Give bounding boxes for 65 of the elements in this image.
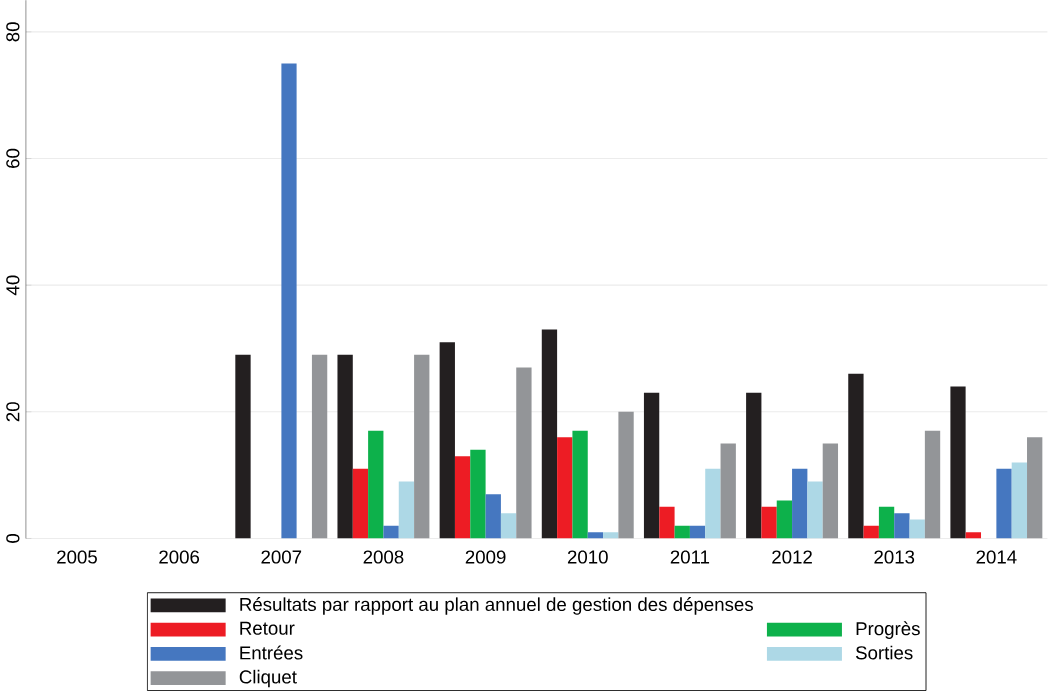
bar: [996, 468, 1012, 539]
bar: [414, 354, 430, 539]
bar: [311, 354, 328, 539]
y-tick-label: 0: [6, 533, 20, 543]
x-tick-label: 2009: [465, 550, 506, 564]
bar: [572, 430, 588, 539]
bar: [776, 500, 793, 539]
bar: [878, 506, 895, 539]
legend-label: Entrées: [240, 645, 303, 660]
bar: [822, 443, 839, 539]
bar: [398, 481, 415, 539]
bar: [470, 449, 486, 539]
bar: [659, 506, 675, 539]
bar: [516, 367, 532, 539]
bar: [705, 468, 721, 539]
legend-label: Retour: [240, 621, 295, 635]
x-tick-label: 2012: [772, 550, 812, 564]
bar: [761, 506, 777, 539]
bar: [281, 63, 297, 539]
x-tick-label: 2008: [363, 550, 404, 564]
bar: [807, 481, 823, 539]
x-tick-label: 2005: [57, 550, 97, 564]
bar: [618, 411, 634, 539]
bar: [1027, 437, 1043, 539]
bar: [541, 329, 558, 539]
bar: [924, 430, 941, 539]
bar: [746, 392, 762, 539]
x-tick-label: 2014: [976, 550, 1017, 564]
x-tick-label: 2007: [261, 550, 302, 564]
legend-label: Progrès: [856, 621, 920, 639]
bar: [909, 519, 925, 539]
bar: [485, 494, 501, 539]
bar: [720, 443, 736, 539]
bar: [603, 532, 619, 539]
legend-label: Sorties: [855, 645, 913, 660]
bar: [965, 532, 982, 539]
y-tick-label: 80: [6, 22, 20, 42]
bar: [863, 525, 879, 539]
legend-label: Résultats par rapport au plan annuel de gestion des dépenses: [240, 597, 753, 615]
y-tick-label: 20: [6, 402, 20, 422]
y-tick-label: 60: [6, 148, 20, 168]
y-tick-label: 40: [6, 275, 20, 296]
legend-label: Cliquet: [239, 669, 297, 688]
x-tick-label: 2013: [874, 550, 915, 564]
bar: [674, 525, 690, 539]
bar: [848, 373, 864, 539]
bar: [439, 342, 455, 539]
x-tick-label: 2010: [567, 550, 608, 564]
bar: [383, 525, 399, 539]
x-tick-label: 2011: [670, 550, 710, 564]
bar: [500, 513, 517, 539]
bar: [950, 386, 966, 539]
bar: [368, 430, 384, 539]
bar: [792, 468, 808, 539]
bar: [689, 525, 706, 539]
x-tick-label: 2006: [159, 550, 200, 564]
bar: [454, 456, 471, 539]
bar: [557, 437, 573, 539]
bar: [235, 354, 251, 539]
bar: [587, 532, 604, 539]
bar: [352, 468, 369, 539]
bar: [643, 392, 660, 539]
bar: [337, 354, 353, 539]
bar: [894, 513, 910, 539]
bar: [1011, 462, 1028, 539]
